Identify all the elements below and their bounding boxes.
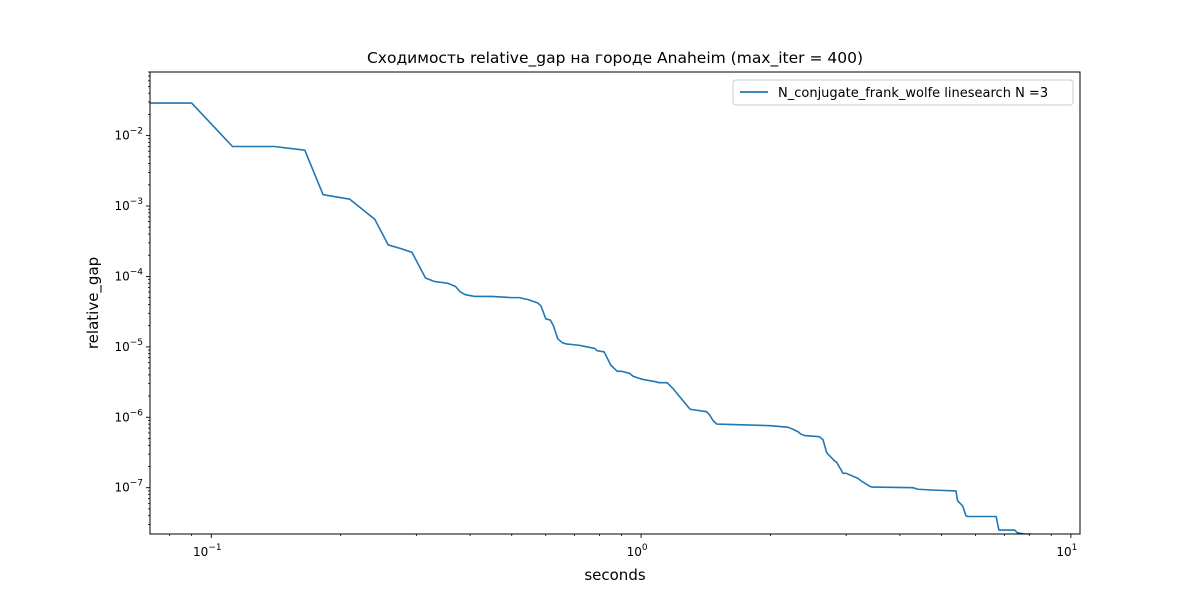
plot-area: 10−1 100 101 10−7 10−6 10−5 10−4 10−3 10−2	[114, 71, 1081, 559]
y-tick-label: 10−2	[114, 127, 143, 143]
plot-frame	[149, 71, 1081, 535]
x-tick-label: 10−1	[193, 543, 222, 559]
y-tick-label: 10−4	[114, 267, 143, 283]
y-axis-ticks: 10−7 10−6 10−5 10−4 10−3 10−2	[114, 71, 150, 525]
y-axis-title: relative_gap	[84, 257, 103, 349]
x-axis-title: seconds	[584, 566, 645, 584]
legend-label: N_conjugate_frank_wolfe linesearch N =3	[778, 86, 1048, 101]
chart-title: Сходимость relative_gap на городе Anahei…	[367, 49, 863, 68]
x-axis-ticks: 10−1 100 101	[169, 534, 1077, 559]
x-tick-label: 100	[627, 543, 648, 559]
legend-frame	[732, 79, 1074, 106]
series-layer	[150, 102, 1032, 534]
y-tick-label: 10−3	[114, 197, 143, 213]
x-tick-label: 101	[1056, 543, 1077, 559]
y-tick-label: 10−6	[114, 408, 143, 424]
series-line-0	[150, 102, 1032, 534]
legend: N_conjugate_frank_wolfe linesearch N =3	[732, 79, 1074, 106]
y-tick-label: 10−5	[114, 338, 143, 354]
y-tick-label: 10−7	[114, 479, 143, 495]
